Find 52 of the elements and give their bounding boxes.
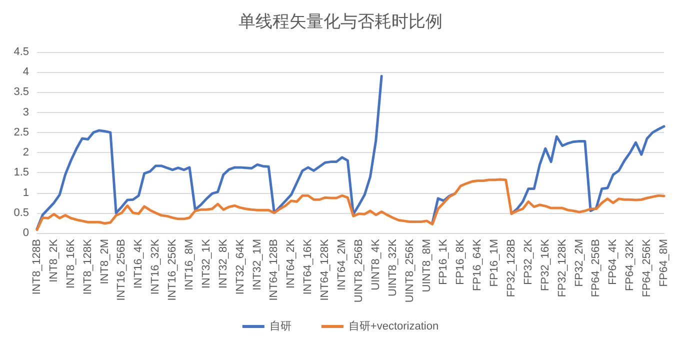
y-tick-label: 4	[22, 66, 29, 78]
x-tick-label: INT16_256K	[166, 238, 179, 301]
y-tick-label: 2.5	[14, 126, 29, 138]
x-tick-label: INT8_16K	[64, 238, 77, 289]
x-tick-label: FP64_8M	[658, 239, 670, 287]
x-tick-label: INT8_2M	[98, 239, 111, 284]
x-tick-label: INT8_2K	[48, 238, 60, 282]
y-tick-label: 2	[22, 146, 29, 159]
x-tick-label: UINT8_8M	[420, 239, 433, 292]
x-tick-label: INT32_1K	[200, 238, 212, 289]
legend-label: 自研+vectorization	[348, 320, 439, 332]
x-tick-label: FP32_2M	[573, 239, 586, 287]
y-tick-label: 4.5	[14, 46, 29, 58]
x-tick-label: FP16_1M	[488, 239, 501, 287]
x-tick-label: INT16_4K	[132, 238, 145, 289]
x-tick-label: FP32_2K	[522, 238, 534, 285]
y-tick-label: 1	[22, 186, 29, 199]
x-tick-label: FP64_256K	[641, 238, 654, 298]
x-tick-label: INT64_2K	[285, 238, 298, 289]
y-tick-label: 3	[22, 106, 29, 118]
y-tick-label: 0	[22, 227, 29, 239]
x-tick-label: INT64_128K	[319, 238, 332, 301]
x-tick-label: INT64_2M	[336, 239, 348, 290]
x-tick-label: INT64_16K	[302, 238, 314, 295]
legend-label: 自研	[269, 320, 292, 332]
x-tick-label: INT64_128B	[268, 239, 280, 301]
x-tick-label: UINT8_256K	[404, 238, 416, 303]
line-series	[36, 178, 666, 232]
chart-title: 单线程矢量化与否耗时比例	[238, 12, 442, 31]
x-tick-label: UINT8_4K	[370, 238, 382, 290]
x-tick-label: INT8_128B	[31, 239, 43, 295]
x-tick-label: FP32_16K	[539, 238, 552, 291]
x-tick-label: INT16_32K	[150, 238, 162, 295]
x-tick-label: INT32_8K	[217, 238, 230, 289]
x-tick-label: FP64_32K	[624, 238, 636, 291]
x-tick-label: UINT8_256B	[352, 239, 365, 303]
x-tick-label: INT32_64K	[234, 238, 246, 295]
y-tick-label: 0.5	[14, 206, 29, 219]
x-tick-label: FP16_64K	[472, 238, 484, 291]
x-tick-label: UINT8_32K	[386, 238, 399, 296]
x-tick-label: INT32_1M	[251, 239, 264, 290]
x-tick-label: FP16_8K	[454, 238, 467, 285]
x-tick-label: INT16_8M	[184, 239, 196, 290]
x-tick-label: FP64_4K	[607, 238, 620, 285]
x-tick-label: FP16_1K	[438, 238, 450, 285]
x-tick-label: FP64_256B	[590, 239, 602, 298]
y-tick-label: 1.5	[14, 166, 29, 179]
x-tick-label: FP32_128B	[505, 239, 518, 298]
x-tick-label: INT8_128K	[82, 238, 94, 295]
x-tick-label: FP32_128K	[556, 238, 568, 298]
x-tick-label: INT16_256B	[116, 239, 128, 301]
y-tick-label: 3.5	[14, 86, 29, 98]
